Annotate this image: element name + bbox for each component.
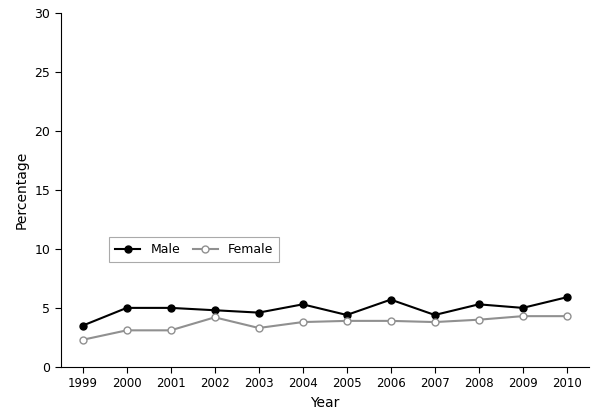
Female — [475, 317, 483, 322]
Legend: Male, Female: Male, Female — [109, 237, 279, 262]
Female — [519, 314, 526, 319]
Female — [563, 314, 571, 319]
Female — [167, 328, 174, 333]
Male — [79, 323, 86, 328]
Male — [123, 305, 131, 310]
Male — [431, 312, 438, 317]
Female — [255, 325, 262, 330]
Line: Male: Male — [80, 294, 570, 329]
Male — [343, 312, 350, 317]
Male — [299, 302, 307, 307]
Female — [387, 319, 395, 324]
Female — [343, 319, 350, 324]
Male — [519, 305, 526, 310]
Male — [255, 310, 262, 315]
Female — [299, 319, 307, 324]
X-axis label: Year: Year — [310, 396, 339, 410]
Male — [211, 308, 219, 313]
Female — [431, 319, 438, 324]
Female — [211, 315, 219, 320]
Line: Female: Female — [80, 313, 570, 343]
Female — [123, 328, 131, 333]
Male — [475, 302, 483, 307]
Y-axis label: Percentage: Percentage — [15, 151, 29, 229]
Male — [563, 295, 571, 300]
Male — [387, 297, 395, 302]
Female — [79, 337, 86, 342]
Male — [167, 305, 174, 310]
